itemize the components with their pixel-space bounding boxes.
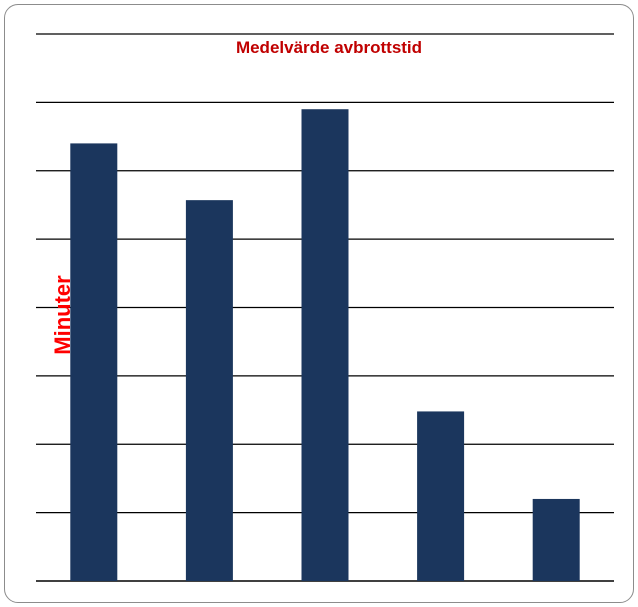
bar-4 xyxy=(417,411,465,581)
bar-3 xyxy=(301,109,349,582)
bar-2 xyxy=(185,200,233,581)
y-axis-label: Minuter xyxy=(50,275,75,355)
bar-1 xyxy=(70,143,118,581)
chart-title: Medelvärde avbrottstid xyxy=(236,38,422,57)
bars xyxy=(70,109,580,582)
bar-5 xyxy=(532,498,580,581)
